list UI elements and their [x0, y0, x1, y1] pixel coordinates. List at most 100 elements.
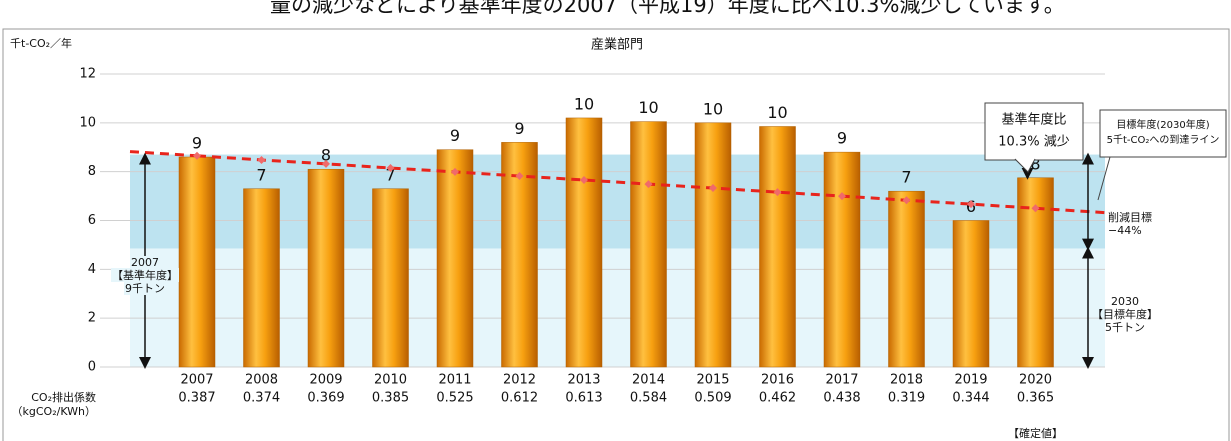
chart-title: 産業部門	[591, 37, 643, 53]
target-box	[1099, 109, 1227, 158]
y-tick-label: 10	[79, 115, 96, 130]
note: 2007	[131, 256, 159, 269]
bar	[888, 190, 925, 368]
coefficient: 0.509	[694, 391, 731, 406]
trend-line	[196, 154, 1036, 210]
x-tick-label: 2016	[761, 373, 794, 388]
bar	[630, 121, 667, 368]
y-tick-label: 0	[88, 360, 96, 375]
trend-point	[322, 159, 330, 168]
bar	[372, 188, 409, 368]
x-tick-label: 2014	[632, 373, 665, 388]
trend-extension	[1035, 206, 1106, 215]
value-label: 9	[450, 126, 460, 145]
note: 2030	[1111, 295, 1139, 308]
trend-point	[193, 151, 201, 160]
x-tick-label: 2012	[503, 373, 536, 388]
value-label: 9	[192, 134, 202, 153]
trend-point	[773, 188, 782, 197]
coefficient: 0.344	[952, 391, 989, 406]
coefficient: 0.525	[436, 391, 473, 406]
coefficient: 0.438	[823, 391, 860, 406]
trend-point	[709, 184, 717, 193]
trend-point	[386, 164, 395, 173]
trend-point	[644, 180, 653, 189]
note: CO₂排出係数	[31, 390, 96, 404]
value-label: 7	[256, 165, 266, 184]
y-tick-label: 8	[88, 164, 96, 179]
note: 目標年度(2030年度)	[1116, 118, 1209, 131]
note: 削減目標	[1108, 210, 1152, 224]
value-label: 10	[703, 99, 723, 118]
coefficient: 0.462	[759, 391, 796, 406]
note-bg	[124, 282, 166, 295]
value-label: 7	[901, 168, 911, 187]
x-tick-label: 2008	[245, 373, 278, 388]
trend-point	[1031, 204, 1040, 213]
coefficient: 0.613	[565, 391, 602, 406]
bar	[178, 156, 216, 368]
trend-point	[838, 192, 846, 201]
x-tick-label: 2010	[374, 373, 407, 388]
y-tick-label: 6	[88, 213, 96, 228]
note: 【基準年度】	[112, 268, 178, 282]
value-label: 8	[1030, 154, 1040, 173]
coefficient: 0.612	[501, 391, 538, 406]
callout-tail	[1014, 158, 1036, 173]
bar	[694, 122, 732, 368]
coefficient: 0.319	[888, 391, 925, 406]
bar	[823, 151, 861, 368]
note: −44%	[1108, 224, 1142, 237]
note: 10.3% 減少	[998, 134, 1069, 150]
bar	[952, 220, 990, 368]
value-label: 10	[767, 103, 787, 122]
y-tick-label: 2	[88, 311, 96, 326]
y-tick-label: 12	[79, 67, 96, 82]
coef-note: 【確定値】	[1008, 426, 1063, 440]
coefficient: 0.387	[178, 391, 215, 406]
x-tick-label: 2018	[890, 373, 923, 388]
x-tick-label: 2011	[438, 373, 471, 388]
value-label: 7	[385, 165, 395, 184]
trend-extension	[129, 150, 198, 158]
note: （kgCO₂/KWh）	[12, 405, 96, 418]
value-label: 10	[574, 94, 594, 113]
y-unit: 千t-CO₂／年	[10, 36, 72, 50]
trend-point	[451, 167, 459, 176]
trend-point	[257, 155, 266, 164]
band	[130, 154, 1105, 249]
note: 基準年度比	[1001, 112, 1066, 128]
bar	[307, 168, 345, 368]
coefficient: 0.374	[243, 391, 280, 406]
trend-point	[902, 196, 911, 205]
note: 5千t-CO₂への到達ライン	[1107, 134, 1220, 146]
value-label: 9	[514, 119, 524, 138]
coefficient: 0.369	[307, 391, 344, 406]
note: 5千トン	[1105, 321, 1145, 334]
target-pointer	[1097, 156, 1111, 201]
trend-point	[580, 175, 588, 184]
callout-box	[984, 102, 1084, 161]
x-tick-label: 2020	[1019, 373, 1052, 388]
x-tick-label: 2013	[567, 373, 600, 388]
trend-point	[515, 172, 524, 181]
coefficient: 0.365	[1017, 391, 1054, 406]
value-label: 9	[837, 129, 847, 148]
y-tick-label: 4	[88, 262, 96, 277]
coefficient: 0.584	[630, 391, 667, 406]
note-bg	[111, 268, 179, 282]
x-tick-label: 2009	[309, 373, 342, 388]
note-bg	[130, 256, 160, 269]
x-tick-label: 2007	[180, 373, 213, 388]
x-tick-label: 2015	[696, 373, 729, 388]
note: 【目標年度】	[1092, 307, 1158, 321]
band	[130, 248, 1105, 367]
bar	[436, 149, 474, 368]
frame	[2, 28, 1230, 441]
x-tick-label: 2019	[954, 373, 987, 388]
value-label: 8	[321, 146, 331, 165]
coefficient: 0.385	[372, 391, 409, 406]
bar	[759, 126, 796, 368]
header-text: 量の減少などにより基準年度の2007（平成19）年度に比べ10.3%減少していま…	[270, 0, 1065, 17]
